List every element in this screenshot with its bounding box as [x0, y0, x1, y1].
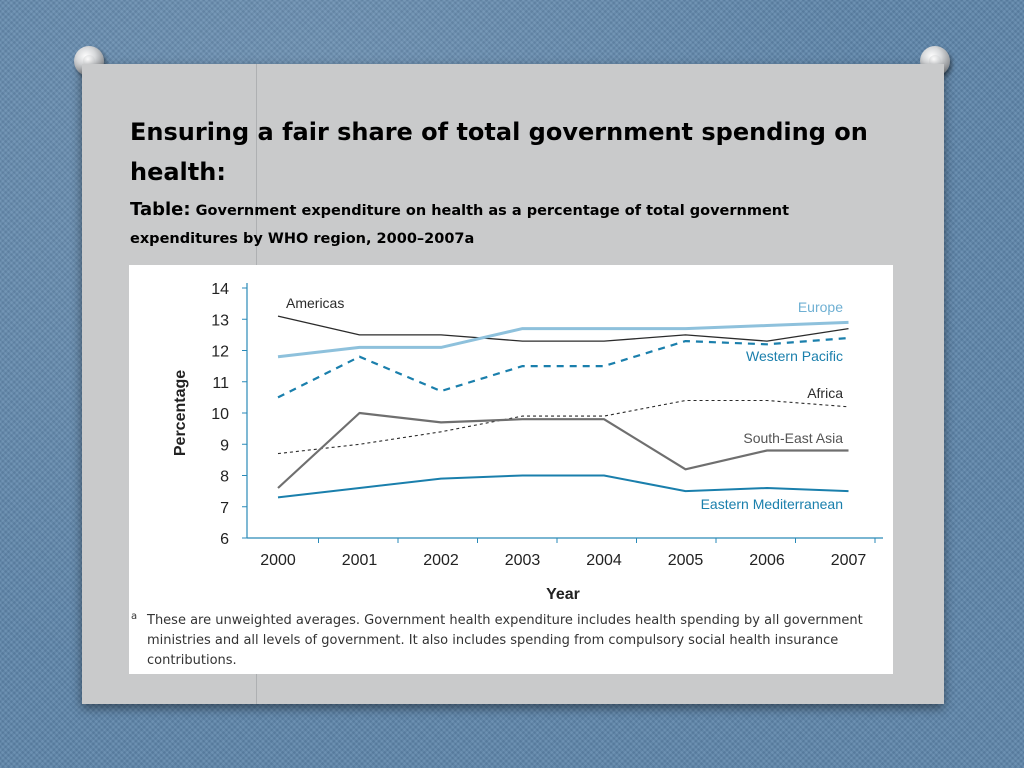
y-axis-title: Percentage [172, 370, 189, 456]
chart-panel: 6 7 8 9 10 11 12 13 14 2000 2001 2002 2003 2004 2005 20… [129, 265, 893, 674]
footnote-mark: a [131, 611, 138, 622]
slide-title: Ensuring a fair share of total governmen… [130, 118, 868, 186]
x-tick-label: 2003 [505, 552, 541, 569]
y-tick-label: 9 [220, 437, 229, 454]
x-tick-label: 2000 [260, 552, 296, 569]
chart-footnote: a These are unweighted averages. Governm… [131, 611, 867, 671]
line-chart: 6 7 8 9 10 11 12 13 14 2000 2001 2002 2003 2004 2005 20… [172, 281, 883, 603]
series-label-eastern-mediterranean: Eastern Mediterranean [701, 496, 843, 512]
series-label-south-east-asia: South-East Asia [743, 430, 843, 446]
x-tick-label: 2001 [342, 552, 378, 569]
y-tick-label: 13 [211, 312, 229, 329]
x-tick-label: 2007 [831, 552, 867, 569]
series-line-europe [277, 320, 849, 359]
series-label-americas: Americas [286, 295, 344, 311]
series-line-south-east-asia [277, 411, 849, 489]
x-tick-label: 2006 [749, 552, 785, 569]
series-label-africa: Africa [807, 385, 843, 401]
x-tick-label: 2002 [423, 552, 459, 569]
series-label-europe: Europe [798, 299, 843, 315]
y-tick-label: 6 [220, 531, 229, 548]
slide-subtitle: Table: Government expenditure on health … [130, 196, 870, 253]
series-label-western-pacific: Western Pacific [746, 348, 843, 364]
y-tick-label: 10 [211, 406, 229, 423]
y-tick-label: 11 [212, 375, 229, 392]
y-tick-label: 8 [220, 469, 229, 486]
series-line-eastern-mediterranean [277, 474, 849, 499]
subtitle-lead: Table: [130, 199, 191, 220]
y-tick-label: 12 [211, 344, 229, 361]
footnote-text: These are unweighted averages. Governmen… [147, 613, 863, 668]
series-line-western-pacific [277, 336, 849, 399]
x-axis-title: Year [546, 586, 580, 603]
x-tick-label: 2005 [668, 552, 704, 569]
series-line-africa [277, 399, 849, 455]
series-line-americas [277, 315, 849, 342]
y-tick-label: 7 [220, 500, 229, 517]
y-tick-label: 14 [211, 281, 229, 298]
subtitle-text: Government expenditure on health as a pe… [130, 203, 790, 247]
x-tick-label: 2004 [586, 552, 622, 569]
